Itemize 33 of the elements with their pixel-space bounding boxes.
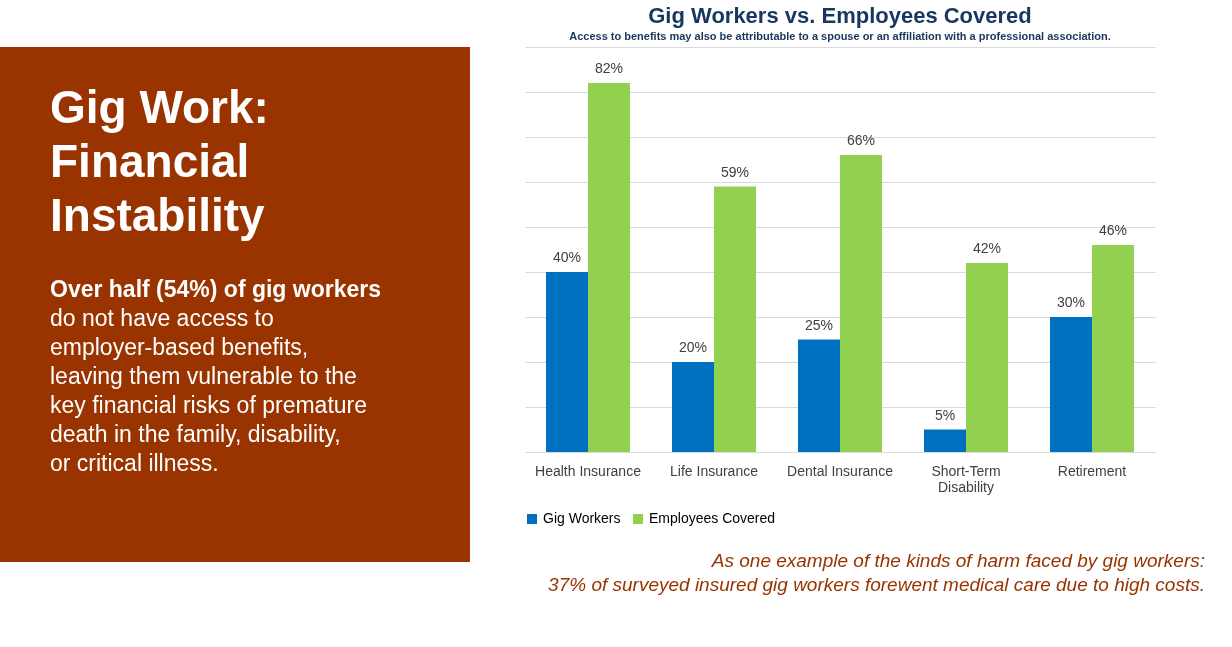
text: do not have access to employer-based benefits, leaving them vulnerable to the key financial risks of premature death in the family, disability, or critical illness. xyxy=(50,305,368,476)
bar xyxy=(714,186,756,452)
data-label: 66% xyxy=(846,132,876,148)
legend-label: Gig Workers xyxy=(543,510,621,526)
text: Gig Work: Financial Instability xyxy=(50,81,269,241)
x-tick-label: Retirement xyxy=(1057,462,1127,479)
bar xyxy=(588,83,630,452)
x-tick-label: Dental Insurance xyxy=(787,462,894,479)
bar xyxy=(1050,317,1092,452)
bar xyxy=(840,155,882,452)
data-label: 5% xyxy=(934,406,956,423)
data-label: 40% xyxy=(552,249,582,265)
text: As one example of the kinds of harm faced by gig workers: 37% of surveyed insured gig workers forewent medical care due to high costs. xyxy=(548,550,1205,595)
bar xyxy=(798,339,840,452)
bar xyxy=(1092,245,1134,452)
legend-label: Employees Covered xyxy=(649,510,776,526)
chart-title: Gig Workers vs. Employees Covered xyxy=(648,3,1032,28)
bar xyxy=(924,429,966,452)
data-label: 20% xyxy=(678,339,708,355)
data-label: 25% xyxy=(804,316,834,333)
chart-subtitle: Access to benefits may also be attributable to a spouse or an affiliation with a professional association. xyxy=(569,30,1111,42)
data-label: 82% xyxy=(594,60,624,76)
data-label: 46% xyxy=(1098,222,1128,238)
x-tick-label: Short-Term Disability xyxy=(931,462,1001,495)
x-tick-label: Health Insurance xyxy=(535,462,642,479)
data-label: 59% xyxy=(720,163,750,180)
data-label: 30% xyxy=(1056,294,1086,310)
x-tick-label: Life Insurance xyxy=(670,462,759,479)
bar xyxy=(672,362,714,452)
data-label: 42% xyxy=(972,240,1002,256)
bar xyxy=(966,263,1008,452)
bar xyxy=(546,272,588,452)
text: Over half (54%) of gig workers xyxy=(50,276,382,302)
